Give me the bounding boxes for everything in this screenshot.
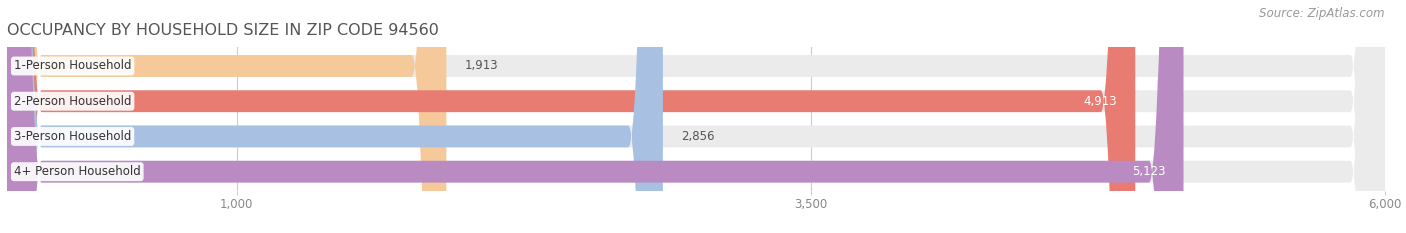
FancyBboxPatch shape: [7, 0, 1385, 233]
Text: Source: ZipAtlas.com: Source: ZipAtlas.com: [1260, 7, 1385, 20]
FancyBboxPatch shape: [7, 0, 1385, 233]
Text: 5,123: 5,123: [1132, 165, 1166, 178]
FancyBboxPatch shape: [7, 0, 446, 233]
FancyBboxPatch shape: [7, 0, 1135, 233]
Text: 1,913: 1,913: [465, 59, 498, 72]
FancyBboxPatch shape: [7, 0, 1385, 233]
Text: 4,913: 4,913: [1083, 95, 1116, 108]
FancyBboxPatch shape: [7, 0, 1385, 233]
Text: 1-Person Household: 1-Person Household: [14, 59, 131, 72]
Text: OCCUPANCY BY HOUSEHOLD SIZE IN ZIP CODE 94560: OCCUPANCY BY HOUSEHOLD SIZE IN ZIP CODE …: [7, 24, 439, 38]
FancyBboxPatch shape: [7, 0, 662, 233]
Text: 2-Person Household: 2-Person Household: [14, 95, 131, 108]
Text: 3-Person Household: 3-Person Household: [14, 130, 131, 143]
Text: 2,856: 2,856: [682, 130, 714, 143]
FancyBboxPatch shape: [7, 0, 1184, 233]
Text: 4+ Person Household: 4+ Person Household: [14, 165, 141, 178]
